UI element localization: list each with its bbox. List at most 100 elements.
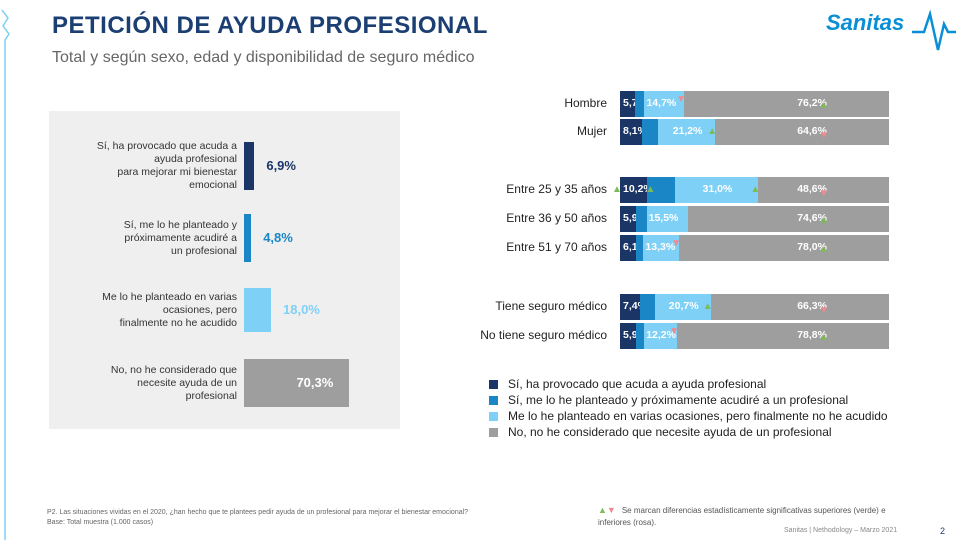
- chart-legend: Sí, ha provocado que acuda a ayuda profe…: [489, 376, 888, 440]
- stacked-bar: 6,1% 13,3% ▼ 78,0% ▲: [620, 235, 889, 261]
- category-label: Sí, ha provocado que acuda a ayuda profes…: [97, 140, 237, 192]
- bar-segment: 8,1%: [620, 119, 647, 145]
- legend-label: Sí, ha provocado que acuda a ayuda profe…: [508, 377, 767, 391]
- category-label-line: No, no he considerado que: [110, 363, 237, 376]
- bar-segment: 5,9%: [620, 206, 647, 232]
- footer-text: Sanitas | Nethodology – Marzo 2021: [784, 527, 898, 534]
- significance-note-text: Se marcan diferencias estadísticamente s…: [598, 506, 886, 527]
- data-label: 74,6%: [797, 212, 827, 224]
- bar-segment: 5,7%: [620, 91, 647, 117]
- bar-segment: 14,7% ▼: [644, 91, 686, 117]
- category-label: No, no he considerado que necesite ayuda …: [111, 364, 237, 403]
- up-triangle-icon: ▲: [818, 332, 829, 343]
- legend-item: Sí, ha provocado que acuda a ayuda profe…: [489, 376, 888, 392]
- data-label: 78,8%: [797, 329, 827, 341]
- up-triangle-icon: ▲: [818, 100, 829, 111]
- bar-segment: 10,2% ▲: [612, 177, 653, 203]
- bar-segment: 64,6% ▼: [715, 119, 889, 145]
- row-label: Tiene seguro médico: [495, 299, 607, 313]
- bar-segment: 5,9%: [620, 323, 647, 349]
- down-triangle-icon: ▼: [676, 94, 686, 105]
- bar-segment: 15,5%: [646, 206, 689, 232]
- category-label-line: para mejorar mi bienestar: [117, 166, 237, 178]
- up-triangle-icon: ▲: [702, 301, 713, 312]
- page-subtitle: Total y según sexo, edad y disponibilida…: [52, 49, 475, 66]
- legend-item: Me lo he planteado en varias ocasiones, …: [489, 408, 888, 424]
- bar-segment: 20,7% ▲: [654, 294, 713, 320]
- category-label-line: un profesional: [171, 244, 237, 257]
- legend-swatch: [489, 411, 498, 421]
- data-label: 13,3%: [645, 241, 676, 253]
- bar-segment: 6,1%: [620, 235, 647, 261]
- data-label: 6,9%: [266, 158, 296, 173]
- data-label: 76,2%: [797, 97, 827, 109]
- data-label: 18,0%: [283, 302, 320, 317]
- data-label: 48,6%: [797, 183, 827, 195]
- footnote-base: Base: Total muestra (1.000 casos): [47, 519, 154, 526]
- up-triangle-icon: ▲: [818, 244, 829, 255]
- category-label-line: emocional: [189, 179, 237, 191]
- logo-text: Sanitas: [826, 10, 905, 35]
- category-label-line: Me lo he planteado en varias: [102, 290, 237, 303]
- legend-swatch: [489, 379, 498, 389]
- bar-segment: 7,4%: [620, 294, 647, 320]
- row-label: No tiene seguro médico: [480, 328, 607, 342]
- category-label-line: ocasiones, pero: [162, 303, 237, 316]
- bar-segment: 31,0% ▲: [674, 177, 760, 203]
- bar-segment: [641, 119, 659, 145]
- footnote: P2. Las situaciones vividas en el 2020, …: [47, 508, 468, 528]
- significance-note: ▲▼ Se marcan diferencias estadísticamente…: [598, 504, 898, 529]
- stacked-bar: 5,7%14,7%▼76,2%▲: [620, 91, 889, 117]
- down-triangle-icon: ▼: [818, 130, 829, 141]
- footnote-question: P2. Las situaciones vividas en el 2020, …: [47, 509, 469, 516]
- data-label: 64,6%: [797, 125, 827, 137]
- legend-item: Sí, me lo he planteado y próximamente ac…: [489, 392, 888, 408]
- data-label: 4,8%: [263, 230, 293, 245]
- row-label: Hombre: [564, 96, 607, 110]
- bar-segment: [636, 235, 644, 261]
- data-label: 12,2%: [646, 329, 676, 341]
- bar-segment: 78,8% ▲: [677, 323, 889, 349]
- stacked-bar: 5,9%12,2%▼78,8%▲: [620, 323, 889, 349]
- stacked-bar: 8,1% 21,2% ▲ 64,6% ▼: [620, 119, 889, 145]
- bar-segment: 66,3% ▼: [710, 294, 889, 320]
- data-label: 8,1%: [623, 125, 647, 137]
- legend-label: Sí, me lo he planteado y próximamente ac…: [508, 393, 849, 407]
- data-label: 70,3%: [296, 375, 334, 390]
- category-label: Sí, me lo he planteado y próximamente acu…: [124, 219, 237, 258]
- heartbeat-icon: [912, 9, 956, 51]
- data-label: 66,3%: [797, 300, 827, 312]
- category-label-line: necesite ayuda de un: [137, 376, 237, 389]
- up-triangle-icon: ▲: [707, 126, 718, 137]
- row-label: Mujer: [576, 124, 607, 138]
- down-triangle-icon: ▼: [669, 326, 679, 337]
- row-label: Entre 36 y 50 años: [506, 211, 607, 225]
- bar-segment: 74,6% ▲: [688, 206, 889, 232]
- bar: [244, 288, 271, 332]
- bar-segment: ▲: [645, 177, 675, 203]
- up-triangle-icon: ▲: [645, 184, 656, 195]
- bar-segment: 48,6% ▼: [758, 177, 889, 203]
- up-triangle-icon: ▲: [818, 215, 829, 226]
- decorative-line: [1, 9, 10, 540]
- legend-swatch: [489, 395, 498, 405]
- category-label: Me lo he planteado en varias ocasiones, p…: [102, 291, 237, 330]
- bar-segment: [639, 294, 655, 320]
- data-label: 78,0%: [797, 241, 827, 253]
- bar-segment: 21,2% ▲: [658, 119, 718, 145]
- category-label-line: finalmente no he acudido: [119, 316, 237, 329]
- bar: [244, 142, 255, 190]
- sanitas-logo: Sanitas: [826, 6, 956, 56]
- category-label-line: ayuda profesional: [154, 153, 237, 165]
- stacked-bar: 5,9%15,5% 74,6%▲: [620, 206, 889, 232]
- category-label-line: profesional: [185, 389, 237, 402]
- bar-segment: [635, 206, 647, 232]
- bar-segment: [635, 91, 645, 117]
- legend-label: No, no he considerado que necesite ayuda…: [508, 425, 832, 439]
- stacked-bar: 7,4% 20,7% ▲ 66,3% ▼: [620, 294, 889, 320]
- stacked-bar: 10,2% ▲ ▲ 31,0% ▲ 48,6% ▼: [612, 177, 889, 203]
- bar: [244, 359, 350, 407]
- bar-segment: 76,2% ▲: [684, 91, 889, 117]
- data-label: 14,7%: [646, 97, 677, 109]
- bar-segment: [635, 323, 645, 349]
